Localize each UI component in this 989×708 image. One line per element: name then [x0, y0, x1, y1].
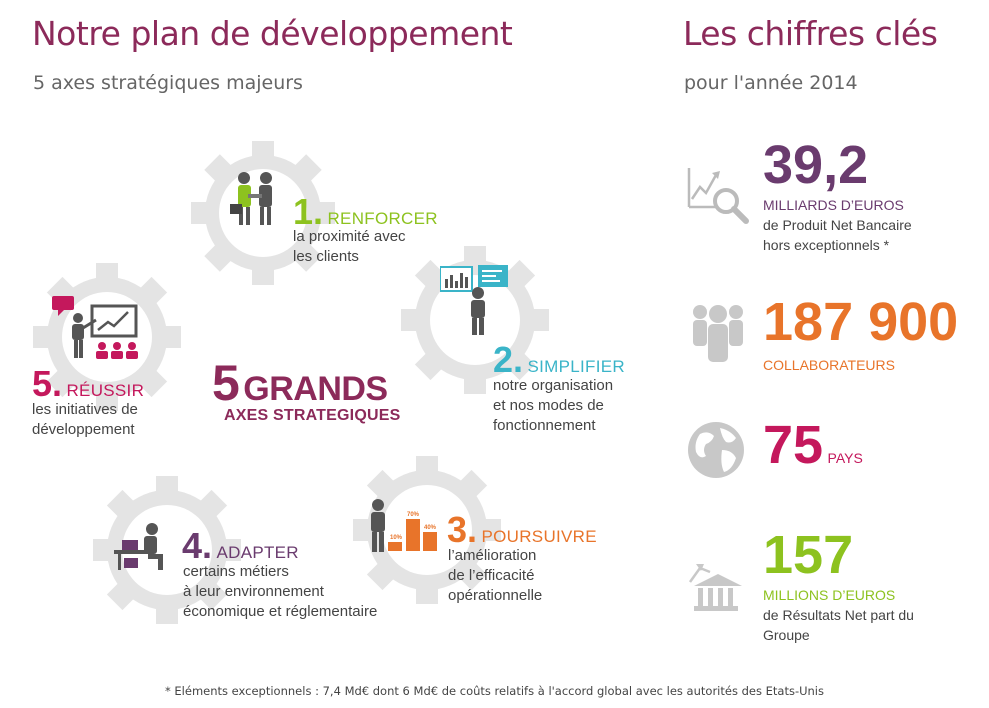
figure-staff-label: COLLABORATEURS: [763, 357, 895, 373]
presentation-board-icon: [52, 296, 138, 359]
figure-result-label: MILLIONS D’EUROS de Résultats Net part d…: [763, 587, 914, 643]
figure-pnb-label: MILLIARDS D’EUROS de Produit Net Bancair…: [763, 197, 912, 253]
axis-5-heading: 5. RÉUSSIR: [32, 366, 144, 402]
axis-2-heading: 2. SIMPLIFIER: [493, 342, 625, 378]
axis-3-heading: 3. POURSUIVRE: [447, 512, 597, 548]
axis-1-number: 1.: [293, 191, 324, 232]
figure-staff-value: 187 900: [763, 292, 959, 352]
axis-2-number: 2.: [493, 339, 524, 380]
axis-4-word: ADAPTER: [216, 543, 299, 562]
axis-1-description: la proximité avec les clients: [293, 228, 406, 265]
key-figures-subtitle: pour l'année 2014: [684, 72, 858, 94]
footnote: * Eléments exceptionnels : 7,4 Md€ dont …: [165, 684, 824, 698]
axis-5-description: les initiatives de développement: [32, 401, 138, 438]
gear-3-icon: [353, 456, 501, 604]
axis-1-word: RENFORCER: [327, 209, 438, 228]
desk-worker-icon: [114, 523, 163, 570]
axis-2-description: notre organisation et nos modes de fonct…: [493, 377, 614, 434]
globe-icon: [688, 422, 744, 478]
axis-3-word: POURSUIVRE: [481, 527, 597, 546]
center-headline: 5 GRANDS: [212, 354, 388, 412]
gear-4-icon: [93, 476, 241, 624]
people-group-icon: [693, 305, 743, 362]
bank-icon: [688, 564, 742, 611]
axis-1-heading: 1. RENFORCER: [293, 194, 438, 230]
axis-2-word: SIMPLIFIER: [527, 357, 625, 376]
axis-4-description: certains métiers à leur environnement éc…: [183, 563, 378, 620]
figure-result-value: 157: [763, 525, 854, 585]
presenter-screen-icon: [440, 265, 508, 335]
chart-label-10: 10%: [390, 535, 403, 541]
axis-3-description: l’amélioration de l’efficacité opération…: [448, 547, 543, 604]
handshake-icon: [230, 172, 272, 225]
axis-5-number: 5.: [32, 363, 63, 404]
axis-5-word: RÉUSSIR: [66, 381, 145, 400]
center-word: GRANDS: [243, 370, 388, 408]
figure-countries-value: 75 PAYS: [763, 415, 863, 475]
key-figures-title: Les chiffres clés: [683, 14, 938, 53]
page-title: Notre plan de développement: [32, 14, 513, 53]
axis-4-number: 4.: [182, 525, 213, 566]
figure-pnb-value: 39,2: [763, 135, 869, 195]
chart-label-40: 40%: [424, 525, 437, 531]
axis-3-number: 3.: [447, 509, 478, 550]
center-number: 5: [212, 355, 240, 411]
growth-chart-icon: 10% 70% 40%: [371, 499, 437, 552]
chart-label-70: 70%: [407, 512, 420, 518]
page-subtitle: 5 axes stratégiques majeurs: [33, 72, 303, 94]
axis-4-heading: 4. ADAPTER: [182, 528, 299, 564]
magnifier-chart-icon: [687, 168, 749, 224]
center-subline: AXES STRATEGIQUES: [224, 407, 401, 424]
